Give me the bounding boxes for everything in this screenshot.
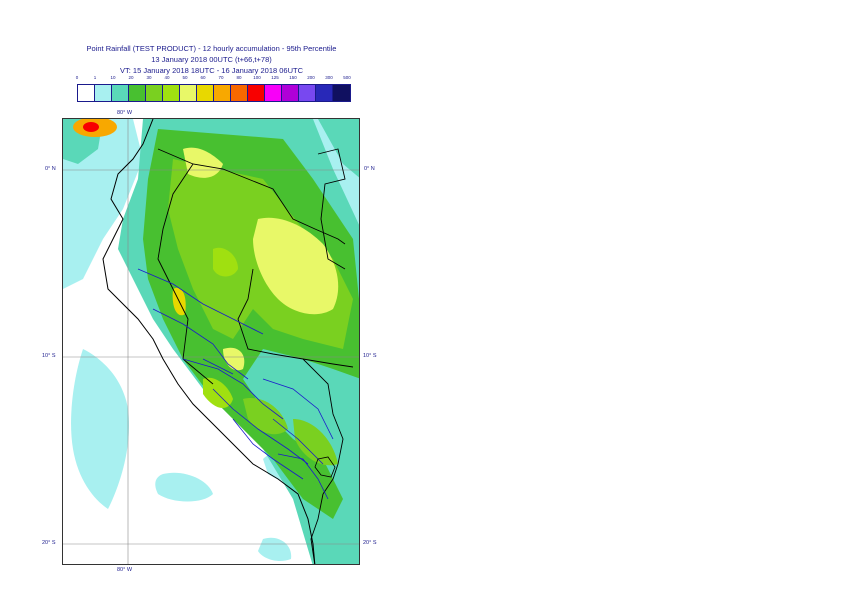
lat-10-right: 10° S [363,353,377,359]
title-line-1: Point Rainfall (TEST PRODUCT) - 12 hourl… [86,44,337,53]
legend-swatch [95,85,112,101]
legend-ticks: 0 1 10 20 30 40 50 60 70 80 100 125 150 200 300 500 [75,75,357,83]
legend-tick-label: 40 [164,75,170,80]
lat-20-right: 20° S [363,540,377,546]
lat-20-left: 20° S [42,540,56,546]
legend-tick-label: 0 [75,75,79,80]
legend-swatch [180,85,197,101]
legend-tick-label: 125 [271,75,279,80]
legend-swatch [197,85,214,101]
legend-tick-label: 200 [307,75,315,80]
title-line-2: 13 January 2018 00UTC (t+66,t+78) [151,55,272,64]
legend-swatch [333,85,350,101]
legend-tick-label: 50 [182,75,188,80]
lat-0-right: 0° N [364,166,375,172]
lon-label-top: 80° W [117,110,133,116]
legend-tick-label: 500 [343,75,351,80]
legend-tick-label: 150 [289,75,297,80]
legend-swatch [282,85,299,101]
title-line-3: VT: 15 January 2018 18UTC - 16 January 2… [119,66,304,75]
legend-swatch [231,85,248,101]
rainfall-map [62,118,360,565]
legend-swatch [163,85,180,101]
legend-tick-label: 100 [253,75,261,80]
legend-tick-label: 300 [325,75,333,80]
legend-tick-label: 30 [146,75,152,80]
legend-swatch [214,85,231,101]
graticule [63,119,359,564]
lat-0-left: 0° N [45,166,56,172]
legend-swatch [316,85,333,101]
lon-label-bottom: 80° W [117,567,133,573]
lat-10-left: 10° S [42,353,56,359]
country-borders [157,148,354,564]
legend-swatch [265,85,282,101]
legend-tick-label: 80 [236,75,242,80]
legend-tick-label: 10 [110,75,116,80]
heavy-rain-spot [73,119,117,137]
legend-swatch [248,85,265,101]
legend-swatch [299,85,316,101]
legend-tick-label: 1 [93,75,97,80]
legend-tick-label: 70 [218,75,224,80]
coastline [102,119,316,564]
legend-swatch [112,85,129,101]
map-canvas [63,119,359,564]
legend-swatch [78,85,95,101]
legend-swatch [146,85,163,101]
legend-tick-label: 20 [128,75,134,80]
legend-swatch [129,85,146,101]
color-legend [77,84,351,102]
lake-titicaca-outline [314,456,336,478]
admin-borders [137,268,334,500]
legend-tick-label: 60 [200,75,206,80]
